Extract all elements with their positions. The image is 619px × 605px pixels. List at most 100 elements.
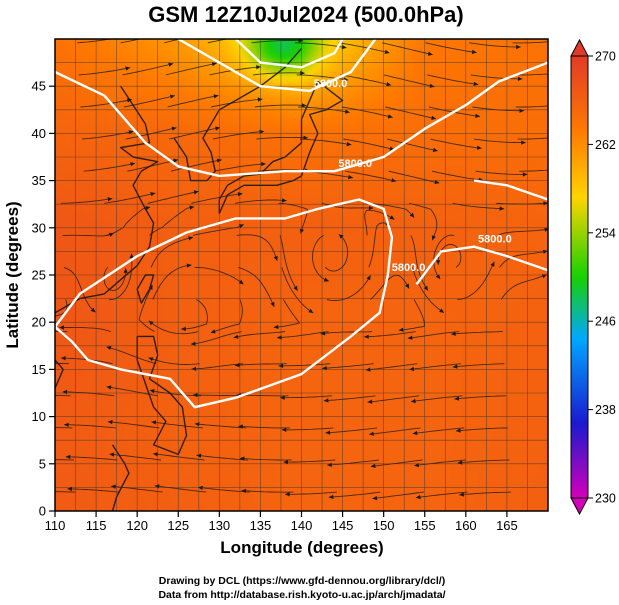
streamline: [83, 162, 136, 172]
contour-label: 5800.0: [478, 234, 512, 246]
streamline-arrow: [423, 285, 428, 291]
streamline: [80, 99, 132, 108]
contour-label: 5800.0: [314, 78, 348, 90]
streamline: [388, 170, 440, 184]
contour-line: [55, 198, 394, 409]
streamline: [475, 170, 528, 175]
credit-data: Data from http://database.rish.kyoto-u.a…: [158, 589, 445, 601]
streamline: [427, 74, 479, 85]
streamline: [120, 39, 142, 44]
streamline-arrow: [107, 197, 113, 202]
colorbar-bottom-triangle: [570, 497, 589, 516]
streamline-arrow: [194, 422, 200, 427]
x-tick-label: 120: [126, 518, 148, 533]
streamline: [55, 395, 71, 397]
streamline: [414, 459, 466, 467]
streamline-arrow: [24, 490, 29, 494]
colorbar-tick-label: 254: [595, 226, 616, 240]
streamline: [252, 72, 305, 76]
streamline-arrow: [323, 277, 329, 282]
streamline: [77, 39, 114, 44]
streamline: [207, 39, 230, 44]
streamline: [254, 104, 307, 108]
streamline-arrow: [348, 174, 353, 180]
streamline-arrow: [323, 398, 329, 403]
streamline-arrow: [65, 454, 71, 460]
streamline: [65, 456, 118, 461]
x-tick-label: 165: [496, 518, 518, 533]
streamline-arrow: [303, 135, 308, 140]
streamline: [55, 299, 68, 317]
colorbar-top-triangle: [570, 38, 589, 57]
streamline: [322, 363, 374, 369]
streamline: [327, 459, 379, 466]
streamline: [123, 95, 175, 108]
streamline: [167, 95, 219, 108]
streamline: [409, 363, 461, 370]
contour-line: [473, 179, 548, 201]
colorbar-tick-label: 238: [595, 403, 616, 417]
streamline: [59, 327, 112, 333]
streamline-arrow: [151, 420, 157, 425]
streamline: [296, 74, 349, 81]
contour-line: [234, 39, 344, 69]
streamline-arrow: [344, 109, 350, 114]
streamline: [325, 233, 349, 272]
streamline: [451, 331, 503, 335]
streamline: [233, 331, 286, 339]
chart-title: GSM 12Z10Jul2024 (500.0hPa): [148, 2, 464, 27]
streamline-arrow: [412, 430, 418, 436]
streamline: [279, 235, 298, 291]
streamline-arrow: [168, 62, 174, 67]
streamline: [150, 236, 194, 268]
streamline-arrow: [167, 31, 172, 35]
streamline: [60, 198, 113, 204]
streamline: [194, 423, 247, 429]
plot-area: 5800.0 5800.0 5800.0 5800.0: [21, 31, 568, 512]
streamline-arrow: [273, 324, 279, 330]
streamline: [198, 486, 250, 493]
x-tick-label: 155: [414, 518, 436, 533]
streamline: [370, 459, 423, 467]
x-tick-label: 145: [332, 518, 354, 533]
streamline-arrow: [283, 459, 288, 465]
y-tick-label: 45: [32, 79, 46, 94]
streamline: [412, 427, 465, 435]
streamline-arrow: [563, 102, 568, 106]
coastline: [111, 444, 130, 511]
streamline: [512, 41, 548, 44]
streamline: [281, 267, 314, 314]
streamline: [109, 453, 162, 461]
streamline: [368, 222, 391, 268]
streamline: [154, 485, 207, 493]
streamline-arrow: [281, 198, 287, 203]
streamline-arrow: [256, 65, 261, 70]
y-tick-label: 0: [39, 504, 46, 519]
streamline: [63, 266, 96, 313]
streamline-arrow: [169, 94, 175, 99]
y-tick-label: 30: [32, 220, 46, 235]
streamline: [234, 363, 287, 366]
streamline: [273, 299, 301, 328]
x-tick-label: 110: [45, 518, 66, 533]
streamline-arrow: [432, 147, 438, 153]
y-tick-label: 5: [39, 456, 46, 471]
streamline-arrow: [386, 82, 392, 87]
streamline: [457, 459, 510, 464]
streamline-arrow: [59, 325, 64, 330]
streamline: [153, 453, 205, 461]
streamline: [326, 275, 371, 301]
streamline: [320, 331, 373, 335]
coastline: [136, 335, 188, 456]
contour-line: [177, 39, 377, 93]
streamline-arrow: [21, 426, 26, 430]
streamline-arrow: [427, 51, 433, 56]
streamline-arrow: [431, 115, 436, 120]
streamline: [386, 138, 438, 152]
streamline-arrow: [193, 392, 198, 398]
streamline-arrow: [320, 331, 326, 336]
streamline: [105, 206, 151, 236]
streamline-arrow: [301, 103, 307, 108]
streamline: [517, 137, 548, 140]
streamline-arrow: [409, 366, 415, 372]
